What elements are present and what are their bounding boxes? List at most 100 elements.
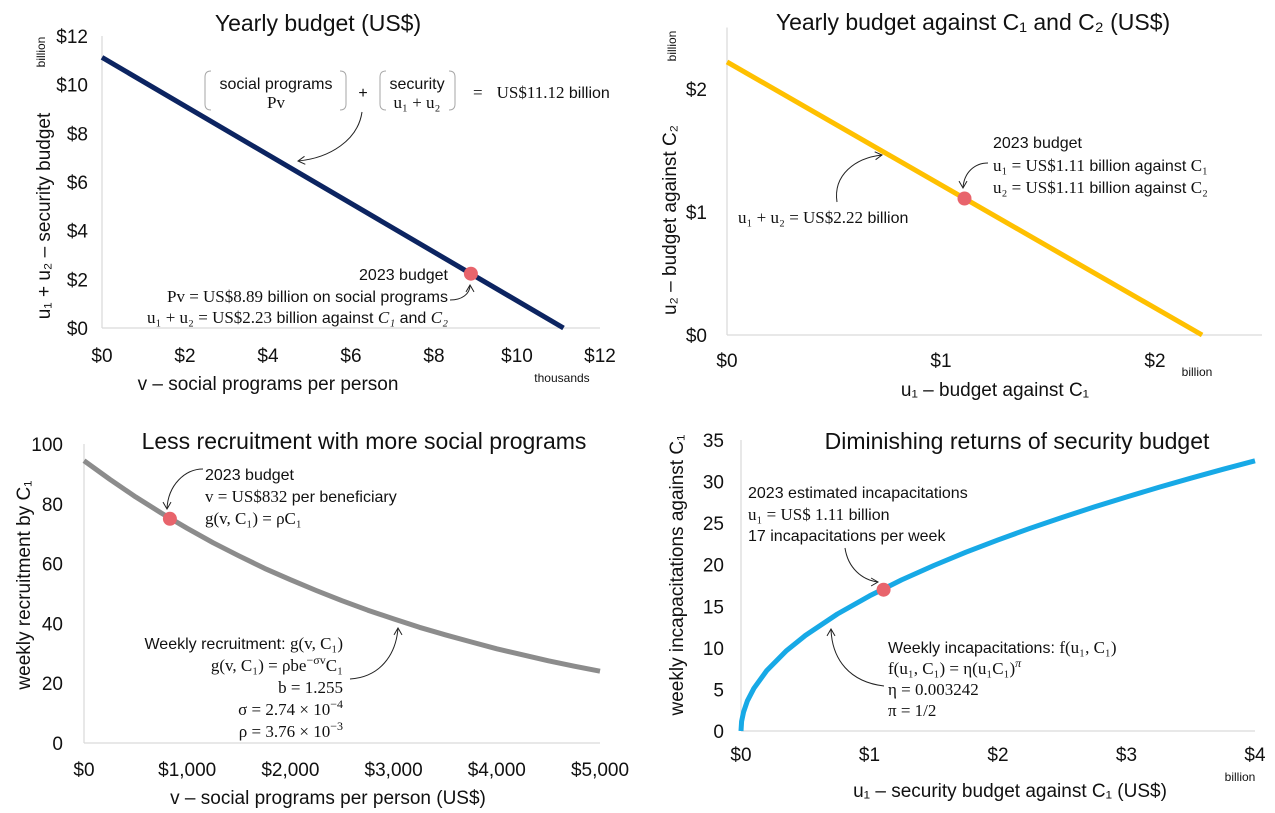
equation-social-label: social programs [220, 76, 333, 93]
point-title: 2023 budget [359, 267, 449, 284]
y-tick-label: 25 [703, 514, 724, 535]
point-line-count: 17 incapacitations per week [748, 528, 946, 545]
bracket-social-right [339, 70, 347, 111]
x-axis-title: v – social programs per person (US$) [170, 788, 486, 809]
x-axis-unit-label: thousands [534, 371, 589, 385]
model-equation: f(u₁, C₁) = η(u₁C₁)π [888, 656, 1022, 678]
y-tick-label: $0 [67, 319, 88, 340]
math-text: C₂ [431, 308, 448, 327]
equation-security-label: security [389, 76, 444, 93]
x-axis-title: v – social programs per person [138, 374, 399, 395]
series-line [738, 458, 1256, 732]
y-tick-label: $1 [686, 203, 707, 224]
x-tick-label: $10 [501, 346, 533, 367]
y-tick-label: $0 [686, 326, 707, 347]
y-tick-label: $4 [67, 222, 89, 243]
math-text: u₁ = US$1.11 [993, 156, 1085, 175]
annotation-arrow [836, 154, 883, 203]
y-tick-label: $2 [686, 80, 707, 101]
math-text: σ = 2.74 × 10 [238, 700, 330, 719]
model-equation: g(v, C₁) = ρbe−σvC₁ [211, 653, 343, 675]
x-tick-label: $2 [1144, 351, 1165, 372]
chart-yearly-budget: $0 $2 $4 $6 $8 $10 $12 $0 $2 $4 $6 $8 $10 $12 Yearly … [34, 10, 616, 395]
chart-recruitment: 0 20 40 60 80 100 $0 $1,000 $2,000 $3,000 $4,000 $5… [14, 428, 629, 809]
bracket-security-right [448, 70, 456, 111]
highlight-point [463, 266, 478, 281]
math-text: Pv = US$8.89 [167, 287, 263, 306]
point-line-u2: u₂ = US$1.11 billion against C₂ [993, 178, 1208, 197]
point-title: 2023 budget [205, 467, 295, 484]
annotation-arrow [166, 468, 204, 510]
label-text: and [395, 310, 431, 327]
chart-title: Yearly budget against C₁ and C₂ (US$) [776, 9, 1170, 35]
budget-equation: social programs Pv + security u₁ + u₂ = U… [204, 70, 610, 165]
point-title: 2023 budget [993, 135, 1083, 152]
annotation-arrow [830, 628, 885, 687]
x-axis-title: u₁ – budget against C₁ [901, 380, 1089, 401]
annotation-arrow [962, 162, 989, 189]
chart-incapacitations: 0 5 10 15 20 25 30 35 $0 $1 $2 $3 $4 Diminishing ret… [667, 428, 1266, 802]
y-tick-label: 100 [31, 435, 63, 456]
math-text: f(u₁, C₁) [1059, 638, 1116, 657]
label-text: Weekly incapacitations: [888, 640, 1059, 657]
equation-total-value: US$11.12 [497, 83, 565, 102]
equation-equals: = [473, 83, 483, 102]
x-axis-unit-label: billion [1182, 365, 1213, 379]
math-text: g(v, C₁) [290, 634, 343, 653]
param-b: b = 1.255 [278, 678, 343, 697]
highlight-point [162, 511, 177, 526]
annotation-arrow [349, 627, 399, 680]
param-sigma: σ = 2.74 × 10−4 [238, 697, 343, 719]
math-text: ρ = 3.76 × 10 [239, 722, 330, 741]
y-tick-label: 40 [42, 614, 63, 635]
x-tick-label: $2 [174, 346, 195, 367]
y-tick-label: 15 [703, 597, 724, 618]
x-tick-label: $3,000 [365, 760, 423, 781]
point-line-u1: u₁ = US$1.11 billion against C₁ [993, 156, 1208, 175]
plot-area: $0 $1 $2 $0 $1 $2 [686, 27, 1262, 372]
point-line-v: v = US$832 per beneficiary [205, 487, 397, 506]
y-tick-label: 0 [713, 722, 724, 743]
chart-title: Diminishing returns of security budget [825, 428, 1210, 454]
y-tick-label: $12 [56, 27, 88, 48]
x-tick-label: $1 [930, 351, 951, 372]
x-tick-label: $4 [257, 346, 279, 367]
arrowhead-icon [162, 501, 172, 510]
highlight-point [957, 191, 972, 206]
superscript: −3 [330, 719, 343, 733]
y-tick-label: 35 [703, 431, 724, 452]
y-tick-label: $2 [67, 270, 88, 291]
model-annotation: Weekly incapacitations: f(u₁, C₁) f(u₁, … [826, 628, 1117, 720]
sum-label: u₁ + u₂ = US$2.22 billion [738, 208, 908, 227]
y-axis-title: u₁ + u₂ – security budget [34, 112, 55, 319]
x-tick-label: $2 [987, 745, 1008, 766]
x-tick-label: $4,000 [468, 760, 526, 781]
arrowhead-icon [958, 180, 968, 189]
equation-security-symbol: u₁ + u₂ [394, 93, 441, 112]
plot-area: 0 5 10 15 20 25 30 35 $0 $1 $2 $3 $4 [703, 431, 1266, 766]
sum-annotation: u₁ + u₂ = US$2.22 billion [738, 151, 908, 227]
math-text: f(u₁, C₁) = η(u₁C₁) [888, 659, 1015, 678]
y-tick-label: 20 [703, 556, 724, 577]
y-tick-label: $8 [67, 124, 88, 145]
model-annotation: Weekly recruitment: g(v, C₁) g(v, C₁) = … [144, 627, 403, 741]
math-text: C₁ [326, 656, 343, 675]
math-text: u₂ = US$1.11 [993, 178, 1085, 197]
point-line-security: u₁ + u₂ = US$2.23 billion against C₁ and… [147, 308, 448, 327]
plot-area: $0 $2 $4 $6 $8 $10 $12 $0 $2 $4 $6 $8 $10 $12 [56, 27, 616, 367]
x-tick-label: $0 [91, 346, 112, 367]
label-text: billion against [272, 310, 378, 327]
equation-plus: + [358, 85, 367, 102]
label-text: per beneficiary [287, 489, 396, 506]
param-pi: π = 1/2 [888, 701, 936, 720]
bracket-social-left [204, 70, 212, 111]
arrowhead-icon [393, 627, 403, 636]
x-tick-label: $12 [584, 346, 616, 367]
math-text: u₁ = US$ 1.11 [748, 505, 844, 524]
math-text: C₁ [378, 308, 395, 327]
point-annotation: 2023 budget Pv = US$8.89 billion on soci… [147, 267, 475, 327]
math-text: u₁ + u₂ = US$2.23 [147, 308, 272, 327]
param-eta: η = 0.003242 [888, 680, 979, 699]
math-text: C₁ [1191, 156, 1208, 175]
arrowhead-icon [297, 155, 306, 165]
